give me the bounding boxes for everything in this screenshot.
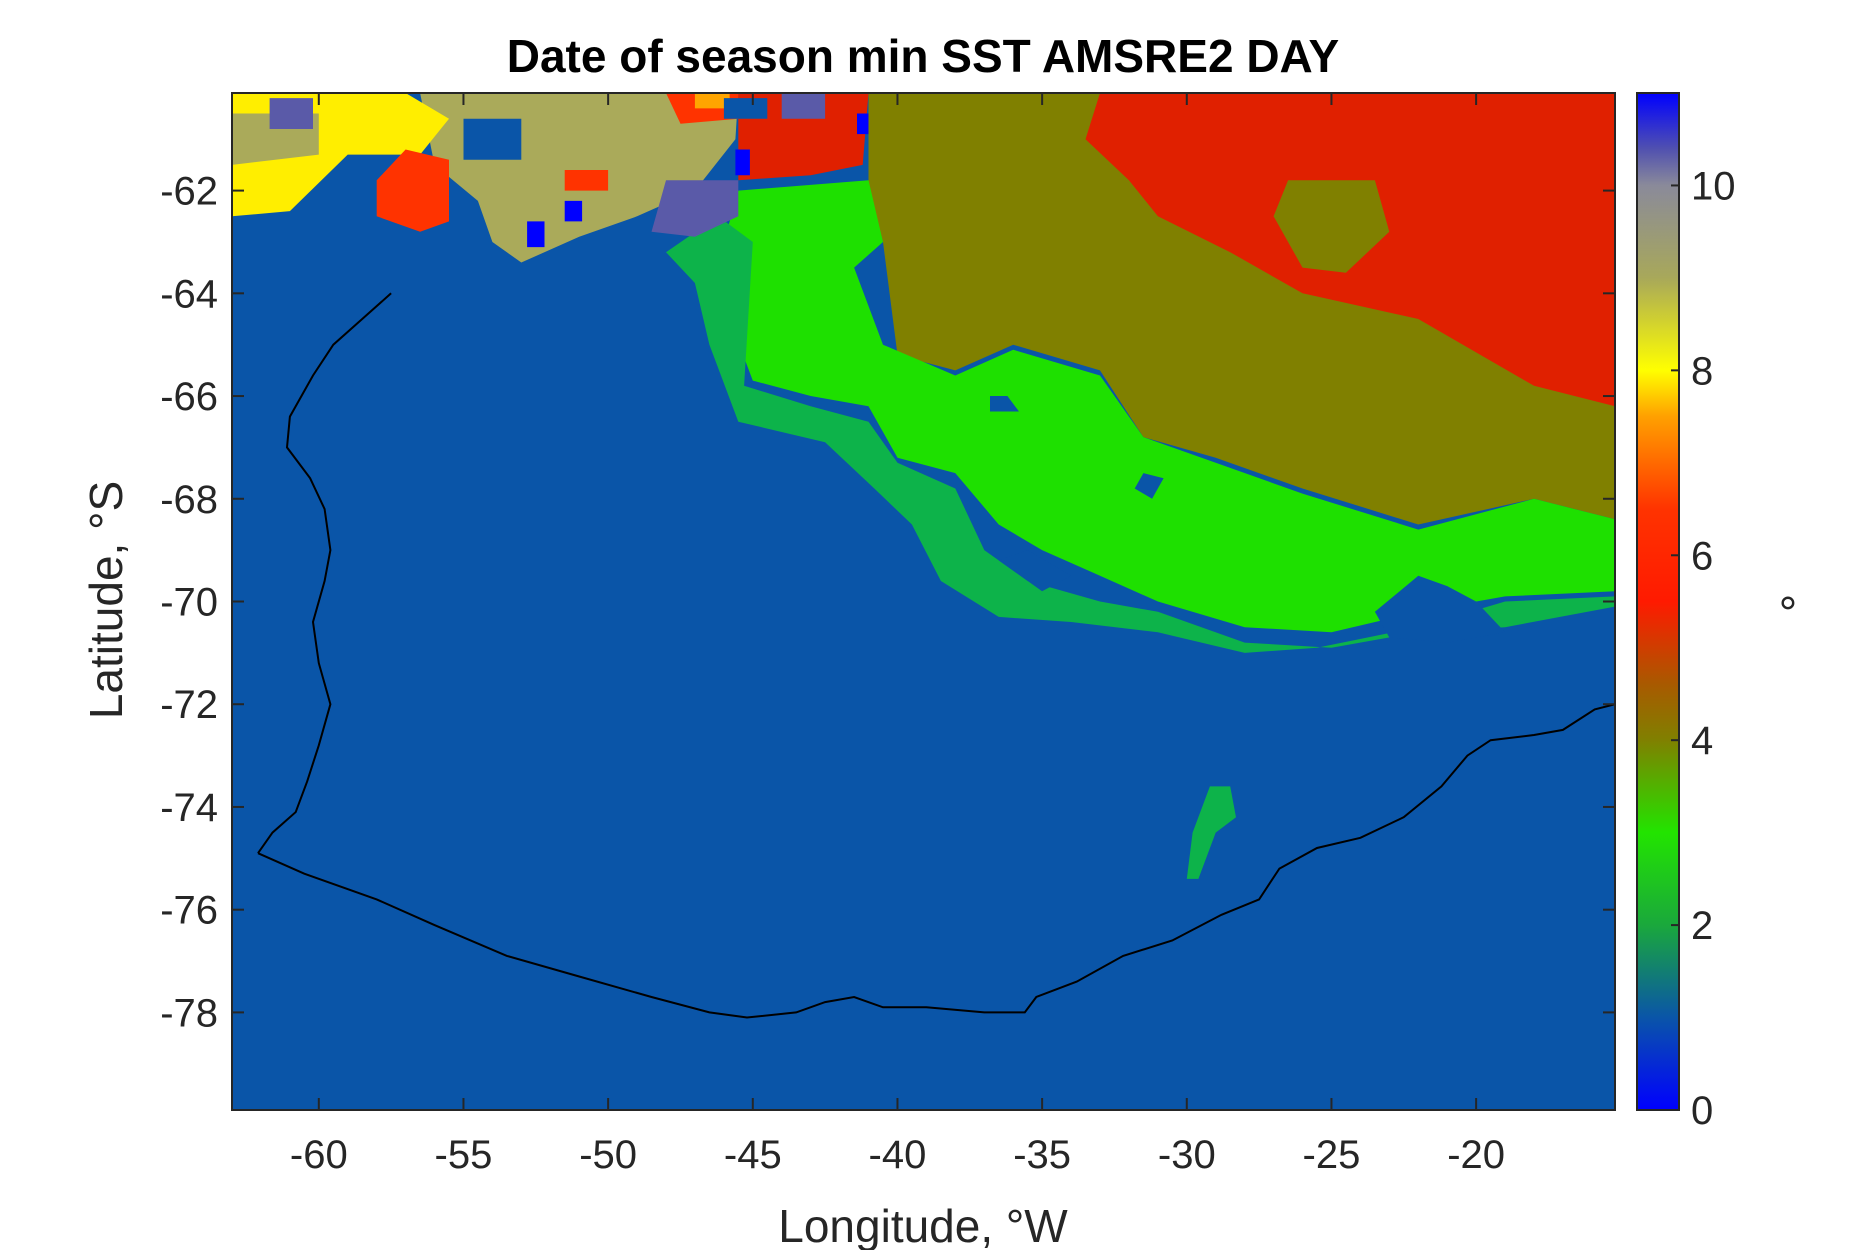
y-axis-label: Latitude, °S bbox=[80, 481, 132, 719]
x-axis-label: Longitude, °W bbox=[778, 1200, 1068, 1250]
heatmap-region-14 bbox=[376, 149, 449, 232]
x-tick-label: -30 bbox=[1158, 1133, 1216, 1177]
colorbar-tick-label: 0 bbox=[1691, 1089, 1713, 1133]
heatmap-region-6 bbox=[1186, 786, 1236, 879]
y-axis: -62 -64 -66 -68 -70 -72 -74 -76 -78 bbox=[160, 170, 1615, 1035]
heatmap-region-19 bbox=[269, 98, 313, 129]
heatmap-region-8 bbox=[1134, 473, 1164, 499]
colorbar-label: ° bbox=[1752, 594, 1804, 612]
colorbar-tick-label: 8 bbox=[1691, 349, 1713, 393]
y-tick-label: -78 bbox=[160, 991, 218, 1035]
colorbar-gradient bbox=[1636, 92, 1680, 1111]
heatmap-region-7 bbox=[1374, 575, 1506, 643]
heatmap-region-17 bbox=[694, 93, 730, 109]
colorbar-tick-label: 6 bbox=[1691, 534, 1713, 578]
heatmap-region-10 bbox=[990, 396, 1019, 412]
heatmap-region-24 bbox=[527, 221, 545, 248]
heatmap-region-9 bbox=[998, 550, 1072, 592]
colorbar-tick-label: 4 bbox=[1691, 719, 1713, 763]
y-tick-label: -68 bbox=[160, 478, 218, 522]
x-axis: -60 -55 -50 -45 -40 -35 -30 -25 -20 bbox=[290, 93, 1505, 1177]
x-tick-label: -40 bbox=[869, 1133, 927, 1177]
heatmap-region-27 bbox=[857, 113, 869, 135]
x-tick-label: -55 bbox=[435, 1133, 493, 1177]
heatmap-region-25 bbox=[564, 200, 583, 222]
colorbar-tick-label: 10 bbox=[1691, 164, 1736, 208]
heatmap-region-20 bbox=[651, 180, 739, 237]
y-tick-label: -76 bbox=[160, 889, 218, 933]
y-tick-label: -66 bbox=[160, 375, 218, 419]
colorbar-tick-label: 2 bbox=[1691, 904, 1713, 948]
heatmap-region-23 bbox=[723, 98, 768, 119]
heatmap-region-15 bbox=[564, 170, 609, 191]
coastline-west bbox=[257, 292, 392, 854]
x-tick-label: -50 bbox=[579, 1133, 637, 1177]
x-tick-label: -35 bbox=[1013, 1133, 1071, 1177]
y-tick-label: -64 bbox=[160, 272, 218, 316]
heatmap-region-22 bbox=[463, 118, 522, 160]
x-tick-label: -60 bbox=[290, 1133, 348, 1177]
heatmap-region-26 bbox=[735, 149, 750, 176]
heatmap-plot bbox=[232, 93, 1615, 1110]
chart-title: Date of season min SST AMSRE2 DAY bbox=[507, 30, 1339, 82]
colorbar: 0 2 4 6 8 10 bbox=[1636, 92, 1736, 1133]
heatmap-region-5 bbox=[666, 216, 1615, 653]
y-tick-label: -62 bbox=[160, 170, 218, 214]
heatmap-region-3 bbox=[1273, 180, 1390, 273]
x-tick-label: -20 bbox=[1447, 1133, 1505, 1177]
y-tick-label: -74 bbox=[160, 786, 218, 830]
y-tick-label: -70 bbox=[160, 581, 218, 625]
x-tick-label: -25 bbox=[1303, 1133, 1361, 1177]
heatmap-region-18 bbox=[738, 93, 869, 181]
x-tick-label: -45 bbox=[724, 1133, 782, 1177]
heatmap-region-4 bbox=[723, 180, 1615, 633]
y-tick-label: -72 bbox=[160, 683, 218, 727]
coastline-south bbox=[257, 703, 1615, 1019]
heatmap-region-21 bbox=[781, 93, 826, 119]
